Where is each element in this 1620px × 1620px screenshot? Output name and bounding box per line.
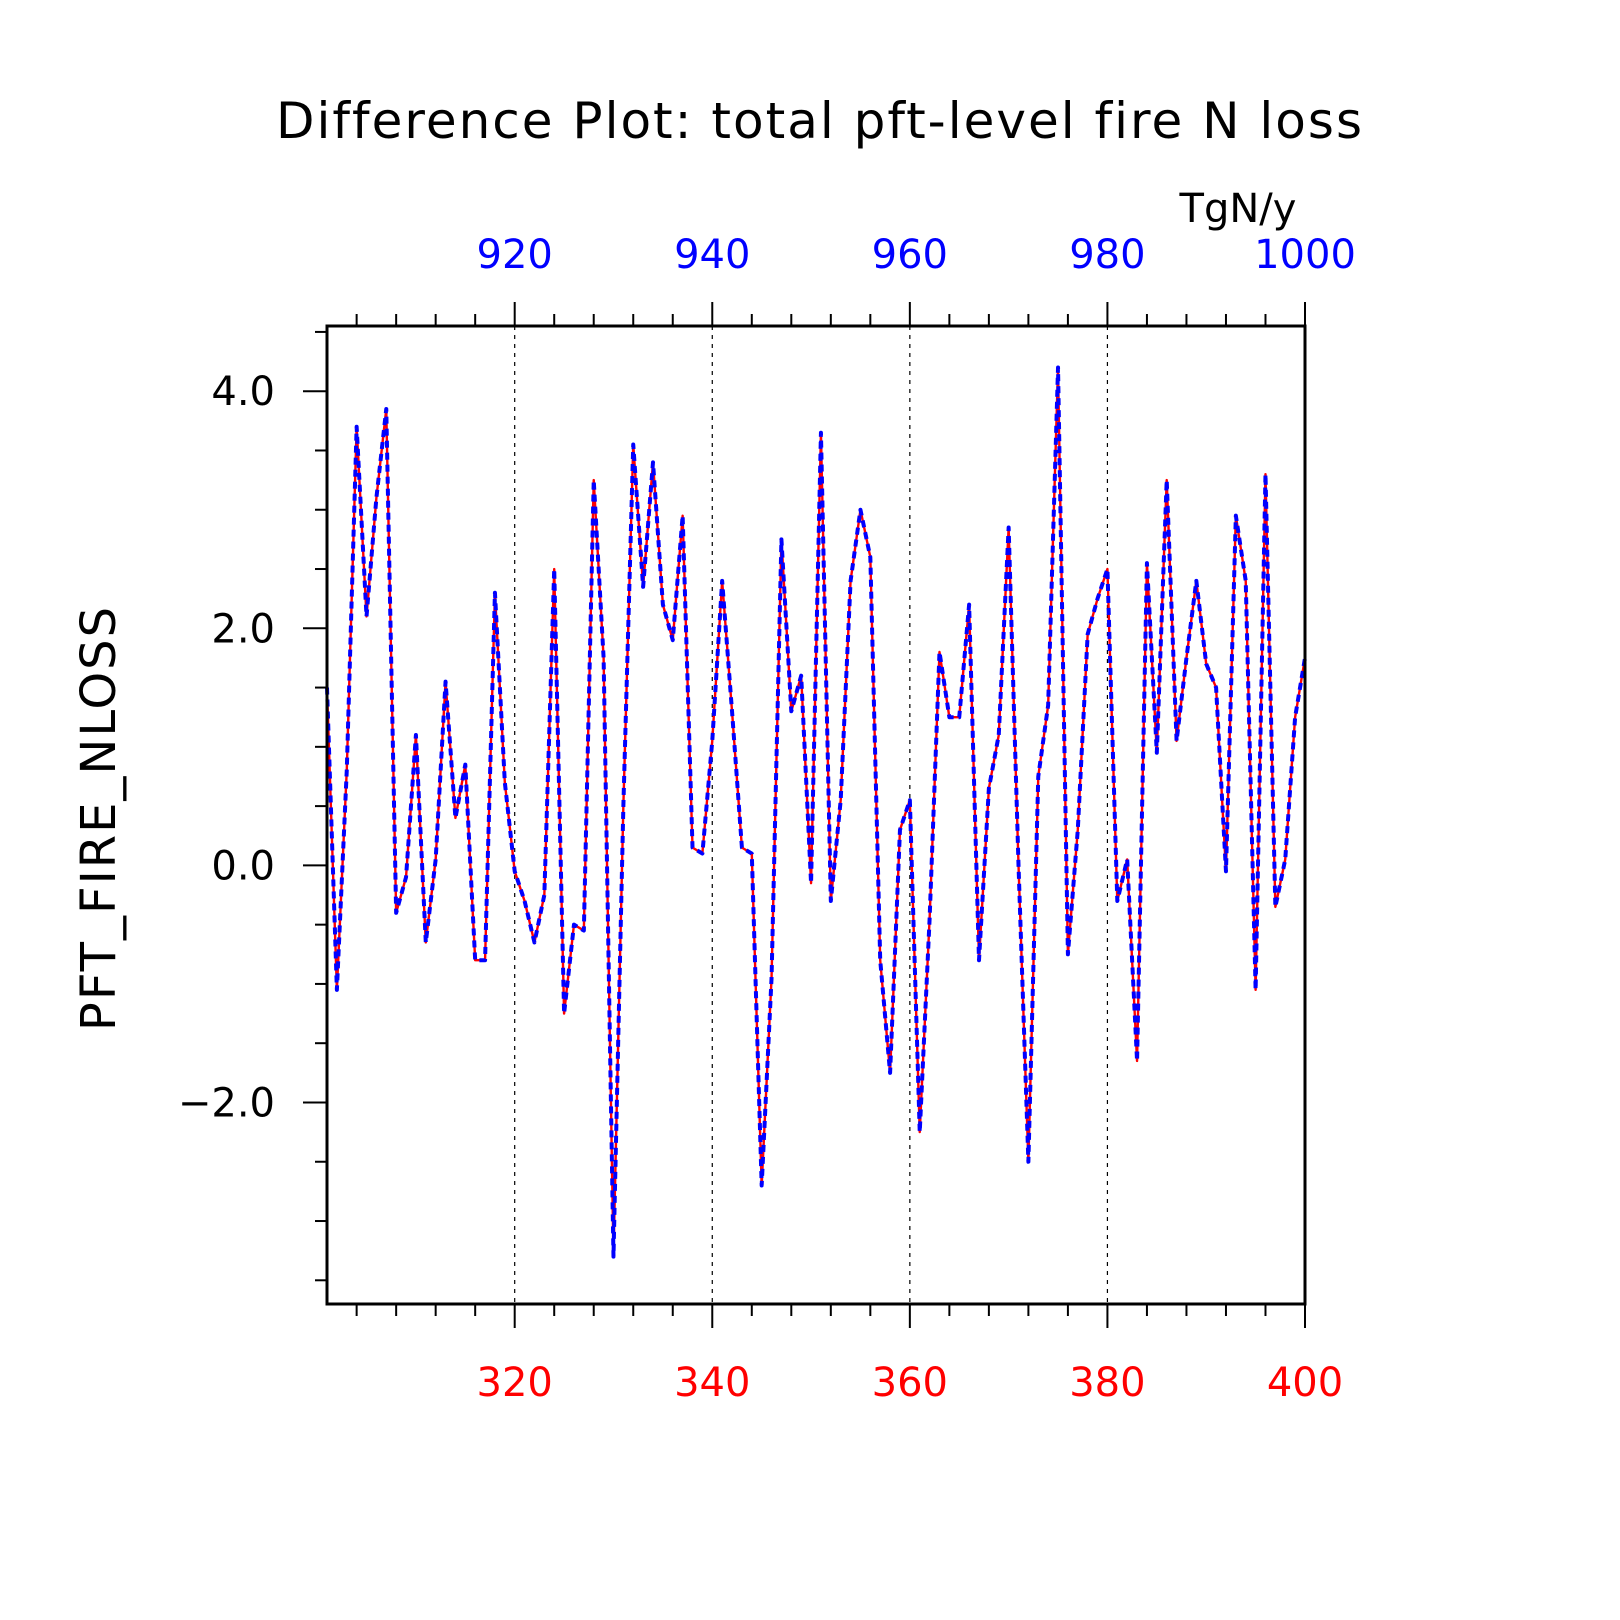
x-top-tick-label: 980 bbox=[1069, 232, 1145, 278]
chart-title: Difference Plot: total pft-level fire N … bbox=[276, 92, 1364, 150]
series-line-blue-dashed bbox=[325, 365, 1307, 1259]
y-tick-label: 2.0 bbox=[211, 606, 275, 652]
x-bottom-tick-label: 360 bbox=[872, 1360, 948, 1406]
y-tick-label: −2.0 bbox=[178, 1080, 275, 1126]
x-bottom-tick-label: 340 bbox=[674, 1360, 750, 1406]
x-top-tick-label: 960 bbox=[872, 232, 948, 278]
tick-labels: −2.0 0.0 2.0 4.0 320 340 360 380 400 920 940 960 980… bbox=[178, 232, 1356, 1406]
plot-frame bbox=[325, 324, 1307, 1306]
axis-ticks bbox=[303, 302, 1306, 1328]
y-tick-label: 4.0 bbox=[211, 369, 275, 415]
x-top-tick-label: 920 bbox=[477, 232, 553, 278]
x-bottom-tick-label: 400 bbox=[1267, 1360, 1343, 1406]
series-lines bbox=[325, 365, 1307, 1259]
x-top-tick-label: 1000 bbox=[1254, 232, 1356, 278]
y-tick-label: 0.0 bbox=[211, 843, 275, 889]
x-bottom-tick-label: 380 bbox=[1069, 1360, 1145, 1406]
y-axis-label: PFT_FIRE_NLOSS bbox=[71, 605, 127, 1031]
units-label: TgN/y bbox=[1179, 186, 1297, 232]
x-top-tick-label: 940 bbox=[674, 232, 750, 278]
series-line-red bbox=[325, 366, 1307, 1258]
x-bottom-tick-label: 320 bbox=[477, 1360, 553, 1406]
